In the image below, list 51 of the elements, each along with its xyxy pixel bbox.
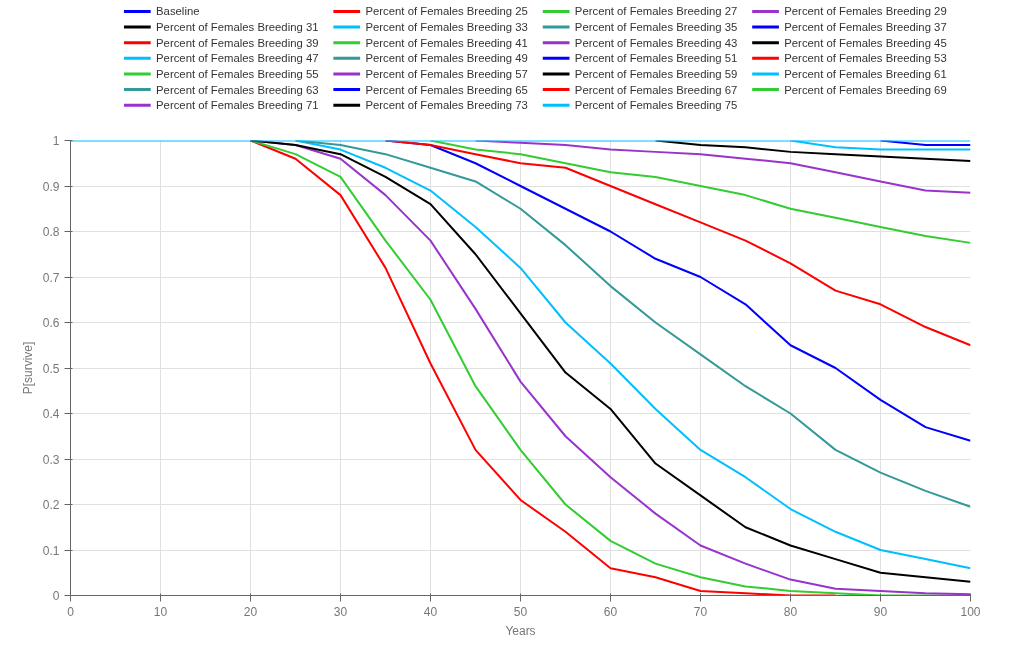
legend-label: Percent of Females Breeding 49 — [365, 52, 528, 65]
legend-label: Percent of Females Breeding 27 — [574, 5, 738, 18]
legend-label: Percent of Females Breeding 59 — [574, 67, 738, 80]
x-tick-label: 0 — [67, 604, 75, 619]
legend-label: Percent of Females Breeding 71 — [156, 99, 319, 112]
x-tick-label: 50 — [513, 604, 528, 619]
legend-label: Percent of Females Breeding 57 — [365, 67, 528, 80]
y-tick-label: 0 — [52, 589, 60, 603]
legend-label: Percent of Females Breeding 51 — [574, 52, 738, 65]
legend-label: Percent of Females Breeding 55 — [156, 67, 319, 80]
legend-label: Percent of Females Breeding 29 — [784, 5, 947, 18]
x-tick-label: 10 — [153, 604, 168, 619]
y-tick-label: 0.5 — [42, 361, 60, 376]
y-tick-label: 0.6 — [42, 316, 60, 330]
x-tick-label: 80 — [783, 604, 798, 619]
legend-label: Percent of Females Breeding 31 — [156, 21, 319, 34]
x-tick-label: 20 — [243, 604, 258, 619]
x-tick-label: 30 — [333, 604, 348, 619]
legend-label: Percent of Females Breeding 45 — [784, 36, 947, 49]
legend-label: Percent of Females Breeding 53 — [784, 52, 947, 65]
y-tick-label: 0.4 — [42, 407, 60, 421]
legend-label: Percent of Females Breeding 35 — [574, 21, 738, 34]
y-tick-label: 0.7 — [42, 270, 60, 285]
legend-label: Percent of Females Breeding 33 — [365, 21, 528, 34]
y-tick-label: 0.2 — [42, 498, 60, 512]
x-tick-label: 70 — [693, 604, 708, 619]
x-tick-label: 90 — [873, 604, 888, 619]
x-tick-label: 100 — [960, 604, 981, 619]
legend-label: Percent of Females Breeding 69 — [784, 83, 947, 96]
legend-label: Percent of Females Breeding 67 — [574, 83, 738, 96]
y-tick-label: 0.8 — [42, 225, 60, 239]
x-axis-title: Years — [505, 623, 536, 638]
legend-label: Percent of Females Breeding 61 — [784, 67, 947, 80]
legend-label: Percent of Females Breeding 41 — [365, 36, 528, 49]
y-tick-label: 0.1 — [42, 543, 60, 558]
y-tick-label: 1 — [52, 134, 60, 148]
legend-label: Percent of Females Breeding 39 — [156, 36, 319, 49]
legend-label: Baseline — [156, 5, 200, 18]
legend-label: Percent of Females Breeding 25 — [365, 5, 528, 18]
legend-label: Percent of Females Breeding 75 — [574, 99, 738, 112]
y-tick-label: 0.3 — [42, 452, 60, 467]
y-tick-label: 0.9 — [42, 179, 60, 194]
legend-label: Percent of Females Breeding 63 — [156, 83, 319, 96]
legend-label: Percent of Females Breeding 73 — [365, 99, 528, 112]
legend-label: Percent of Females Breeding 43 — [574, 36, 738, 49]
legend-label: Percent of Females Breeding 65 — [365, 83, 528, 96]
y-axis-title: P[survive] — [20, 341, 35, 395]
legend-label: Percent of Females Breeding 47 — [156, 52, 319, 65]
x-tick-label: 60 — [603, 604, 618, 619]
x-tick-label: 40 — [423, 604, 438, 619]
legend-label: Percent of Females Breeding 37 — [784, 21, 947, 34]
